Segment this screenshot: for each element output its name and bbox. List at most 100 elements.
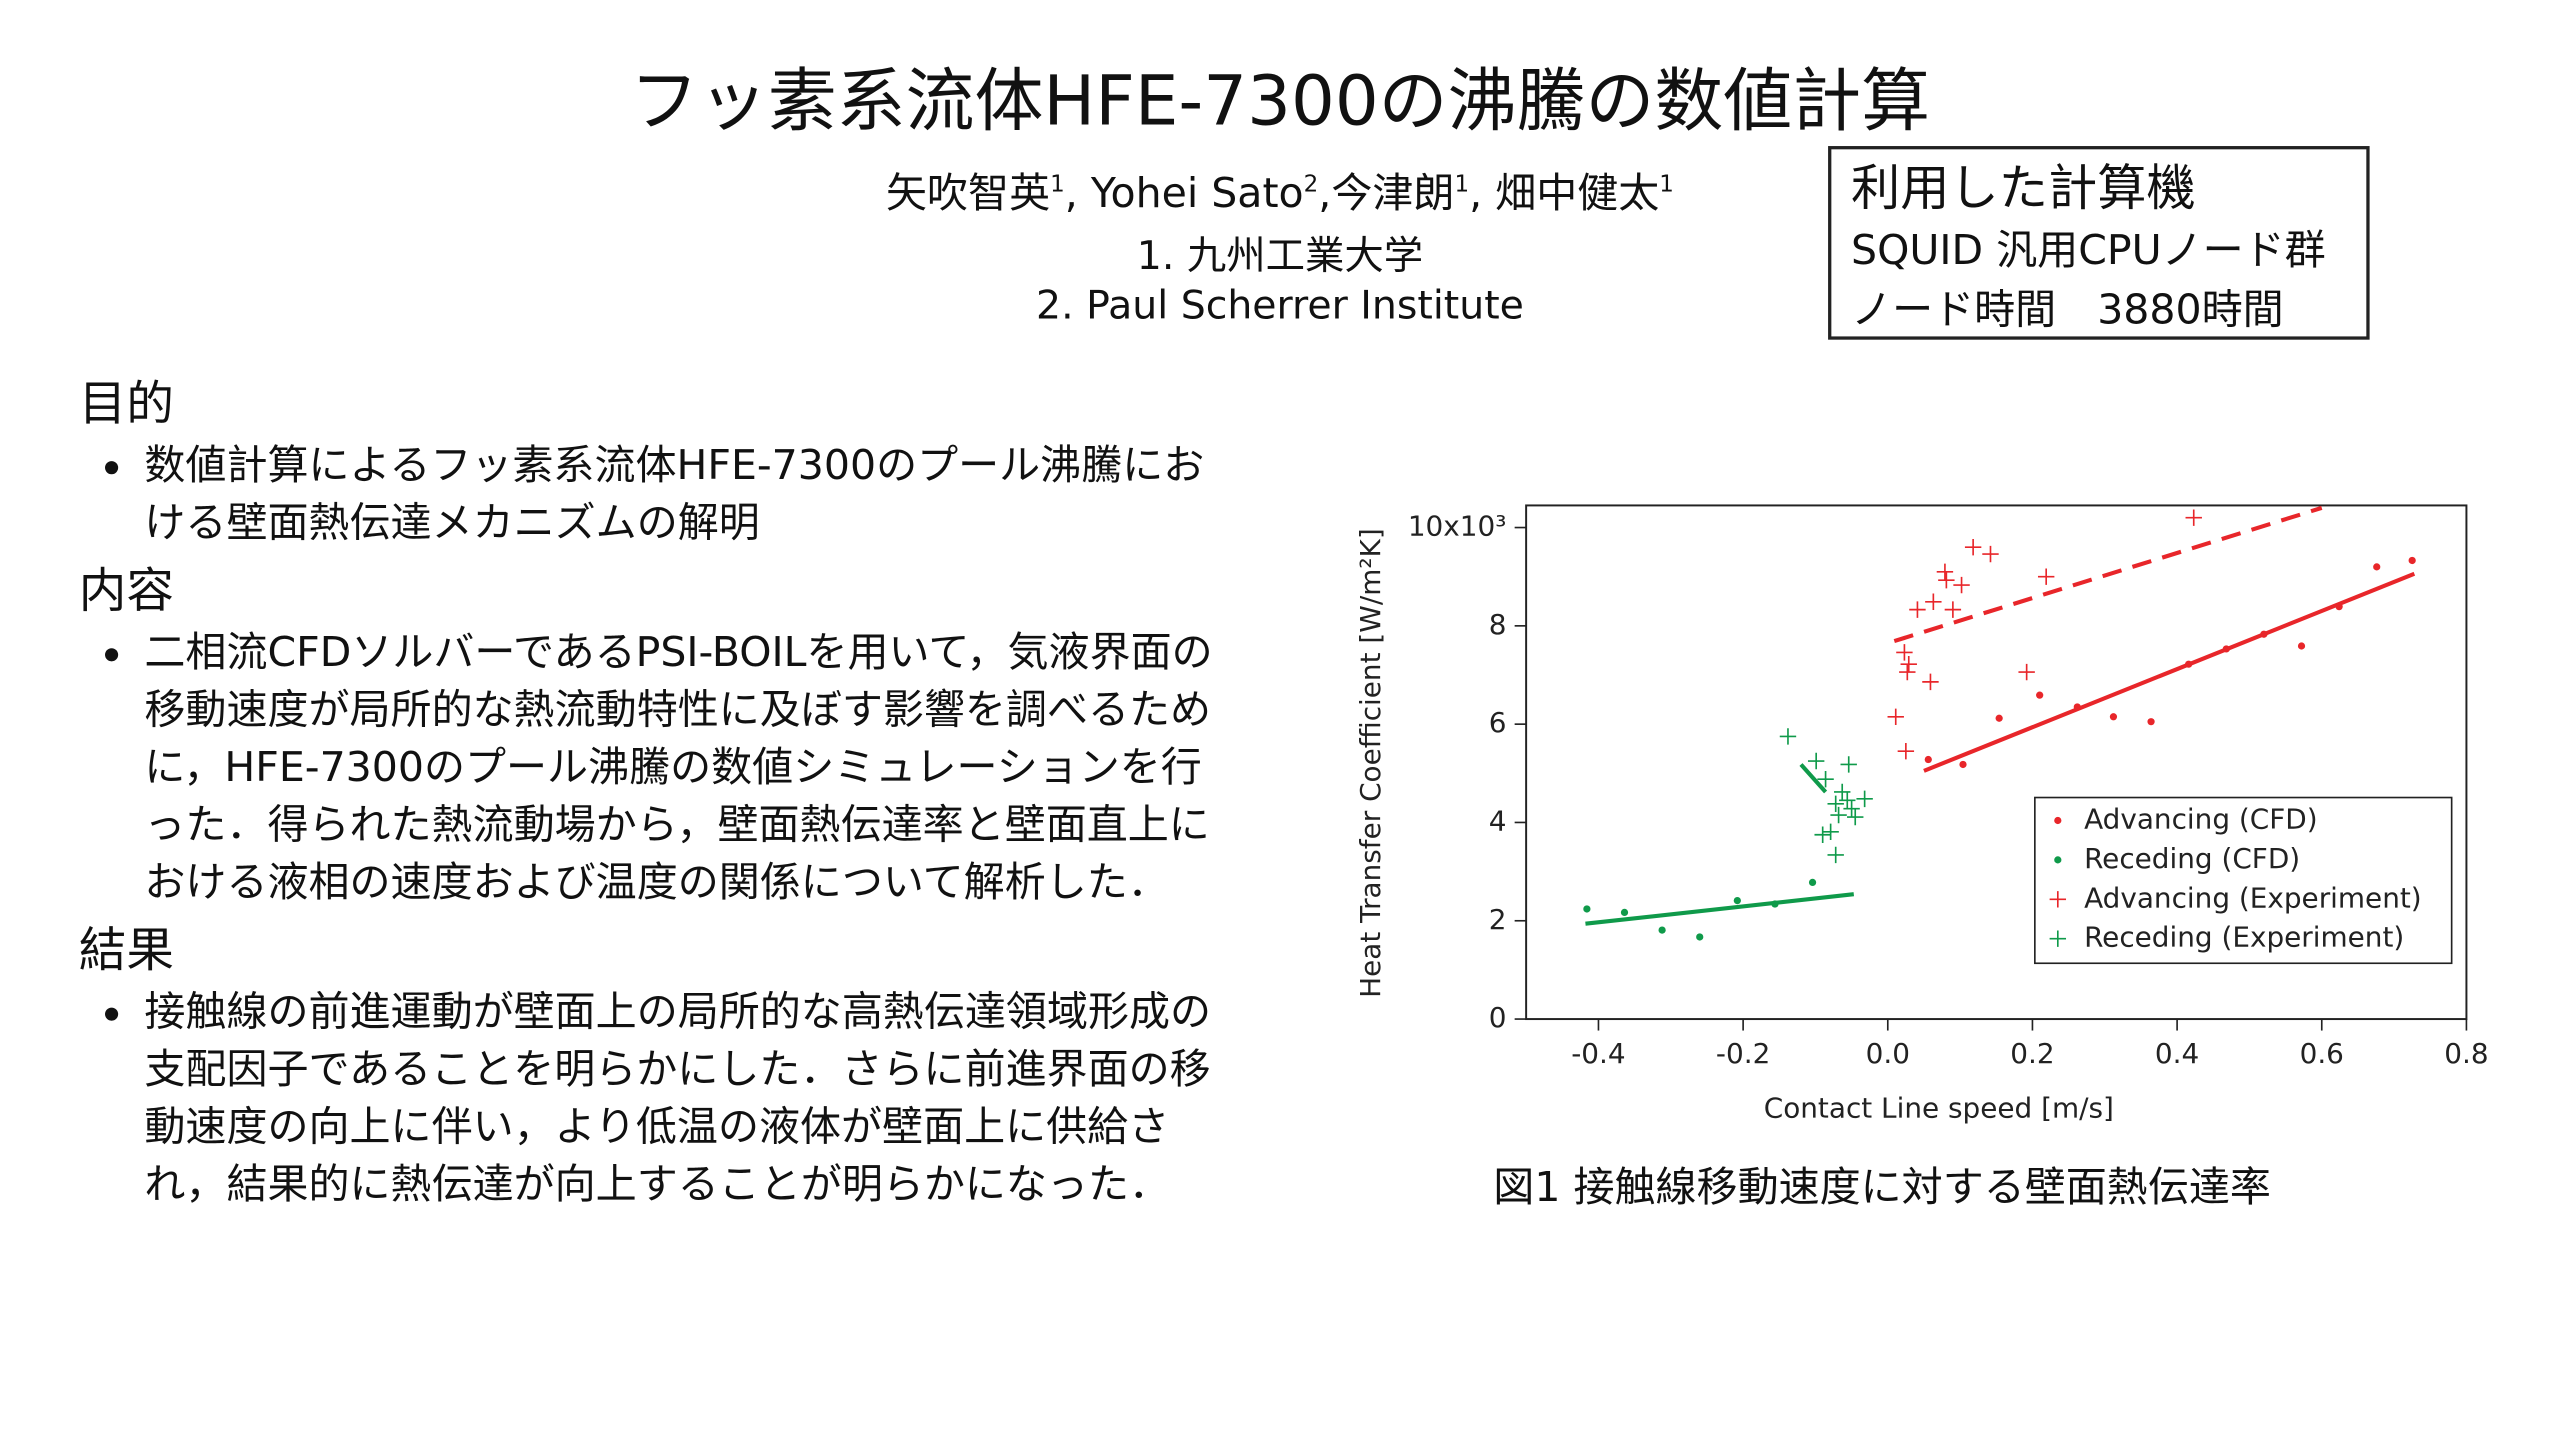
point xyxy=(1583,905,1591,913)
x-tick-label: 0.4 xyxy=(2155,1037,2199,1070)
author-affiliation: 1 xyxy=(1659,171,1674,199)
author-separator: , xyxy=(1469,169,1496,217)
authors: 矢吹智英1, Yohei Sato2,今津朗1, 畑中健太1 xyxy=(0,161,2560,220)
author-separator: , xyxy=(1318,169,1332,217)
legend-label: Receding (Experiment) xyxy=(2084,921,2404,954)
y-axis-label: Heat Transfer Coefficient [W/m²K] xyxy=(1354,528,1387,998)
legend-marker xyxy=(2049,891,2067,908)
x-tick-label: 0.2 xyxy=(2010,1037,2054,1070)
point xyxy=(1995,714,2003,722)
point xyxy=(1840,756,1857,773)
legend-marker xyxy=(2054,816,2062,825)
figure-caption: 図1 接触線移動速度に対する壁面熱伝達率 xyxy=(1493,1163,2271,1212)
point xyxy=(1938,571,1955,589)
point xyxy=(1909,601,1926,618)
point xyxy=(1936,563,1954,580)
x-tick-label: 0.0 xyxy=(1866,1037,1910,1070)
point xyxy=(2373,563,2381,571)
author-affiliation: 1 xyxy=(1050,171,1065,199)
affiliation: 1. 九州工業大学 xyxy=(1136,233,1424,279)
point xyxy=(2185,509,2202,526)
fit-line xyxy=(1799,763,1828,794)
section: 内容二相流CFDソルバーであるPSI-BOILを用いて，気液界面の移動速度が局所… xyxy=(79,558,1228,911)
point xyxy=(1696,933,1704,941)
point xyxy=(1779,728,1797,745)
point xyxy=(1843,800,1860,817)
author-separator: , xyxy=(1064,169,1091,217)
point xyxy=(1925,593,1942,610)
legend-marker xyxy=(2049,930,2067,947)
legend-marker xyxy=(2054,856,2062,864)
y-tick-label: 6 xyxy=(1489,706,1507,739)
sections: 目的数値計算によるフッ素系流体HFE-7300のプール沸騰における壁面熱伝達メカ… xyxy=(79,371,1228,1219)
fit-line xyxy=(1923,571,2416,773)
point xyxy=(2408,556,2416,565)
poster-title: フッ素系流体HFE-7300の沸騰の数値計算 xyxy=(629,60,1931,142)
section: 結果接触線の前進運動が壁面上の局所的な高熱伝達領域形成の支配因子であることを明ら… xyxy=(79,917,1228,1212)
point xyxy=(1899,663,1916,681)
point xyxy=(1896,644,1913,661)
point xyxy=(1827,795,1844,812)
point xyxy=(1827,846,1844,864)
y-tick-label: 4 xyxy=(1489,804,1507,837)
point xyxy=(1830,806,1847,824)
bullet: 二相流CFDソルバーであるPSI-BOILを用いて，気液界面の移動速度が局所的な… xyxy=(141,624,1227,911)
author-affiliation: 2 xyxy=(1303,171,1319,199)
fit-line xyxy=(1585,892,1855,926)
point xyxy=(2073,703,2081,711)
x-axis-label: Contact Line speed [m/s] xyxy=(1764,1091,2114,1124)
point xyxy=(1856,790,1873,808)
point xyxy=(2222,645,2230,653)
point xyxy=(2185,660,2193,668)
author-name: 今津朗 xyxy=(1331,169,1455,217)
point xyxy=(1834,783,1851,801)
y-tick-label: 0 xyxy=(1489,1001,1507,1034)
legend-frame xyxy=(2034,796,2453,965)
point xyxy=(1900,655,1917,673)
point xyxy=(2037,568,2055,585)
point xyxy=(1944,601,1962,618)
point xyxy=(2297,642,2306,650)
legend-label: Advancing (Experiment) xyxy=(2084,881,2422,914)
point xyxy=(2109,713,2118,721)
point xyxy=(1982,545,1999,563)
section: 目的数値計算によるフッ素系流体HFE-7300のプール沸騰における壁面熱伝達メカ… xyxy=(79,371,1228,552)
section-heading: 目的 xyxy=(78,375,174,432)
x-tick-label: -0.4 xyxy=(1571,1037,1625,1070)
point xyxy=(1847,808,1864,826)
author-name: 畑中健太 xyxy=(1495,169,1660,217)
point xyxy=(1814,826,1831,843)
point xyxy=(2018,663,2035,681)
point xyxy=(1808,878,1817,887)
x-tick-label: 0.8 xyxy=(2444,1037,2488,1070)
affiliation: 2. Paul Scherrer Institute xyxy=(1036,282,1524,329)
point xyxy=(1658,926,1666,934)
point xyxy=(1817,770,1834,788)
point xyxy=(2036,691,2044,699)
author-name: Yohei Sato xyxy=(1090,169,1304,217)
point xyxy=(1839,792,1856,809)
legend-label: Receding (CFD) xyxy=(2084,842,2300,875)
point xyxy=(2147,718,2155,726)
point xyxy=(1822,823,1839,840)
bullet-list: 二相流CFDソルバーであるPSI-BOILを用いて，気液界面の移動速度が局所的な… xyxy=(79,624,1228,911)
bullet: 接触線の前進運動が壁面上の局所的な高熱伝達領域形成の支配因子であることを明らかに… xyxy=(141,983,1227,1213)
point xyxy=(1924,755,1932,764)
bullet-list: 数値計算によるフッ素系流体HFE-7300のプール沸騰における壁面熱伝達メカニズ… xyxy=(79,437,1228,552)
chart: -0.4 -0.2 0.0 0.2 0.4 0.6 0.8 0 2 4 6 8 10x10³ Contac… xyxy=(1354,504,2489,1124)
box-line: SQUID 汎用CPUノード群 xyxy=(1851,226,2326,275)
computer-box: 利用した計算機 SQUID 汎用CPUノード群 ノード時間 3880時間 xyxy=(1828,146,2370,340)
point xyxy=(1959,760,1967,769)
y-tick-label: 2 xyxy=(1489,903,1507,936)
fit-line xyxy=(1893,505,2323,644)
point xyxy=(1922,673,1939,691)
point xyxy=(1897,742,1915,760)
bullet-list: 接触線の前進運動が壁面上の局所的な高熱伝達領域形成の支配因子であることを明らかに… xyxy=(79,983,1228,1213)
point xyxy=(1953,576,1970,594)
section-heading: 内容 xyxy=(78,562,174,619)
legend: Advancing (CFD) Receding (CFD) Advancing (… xyxy=(2034,796,2453,965)
x-tick-label: -0.2 xyxy=(1716,1037,1770,1070)
section-heading: 結果 xyxy=(78,922,174,979)
x-tick-label: 0.6 xyxy=(2300,1037,2344,1070)
